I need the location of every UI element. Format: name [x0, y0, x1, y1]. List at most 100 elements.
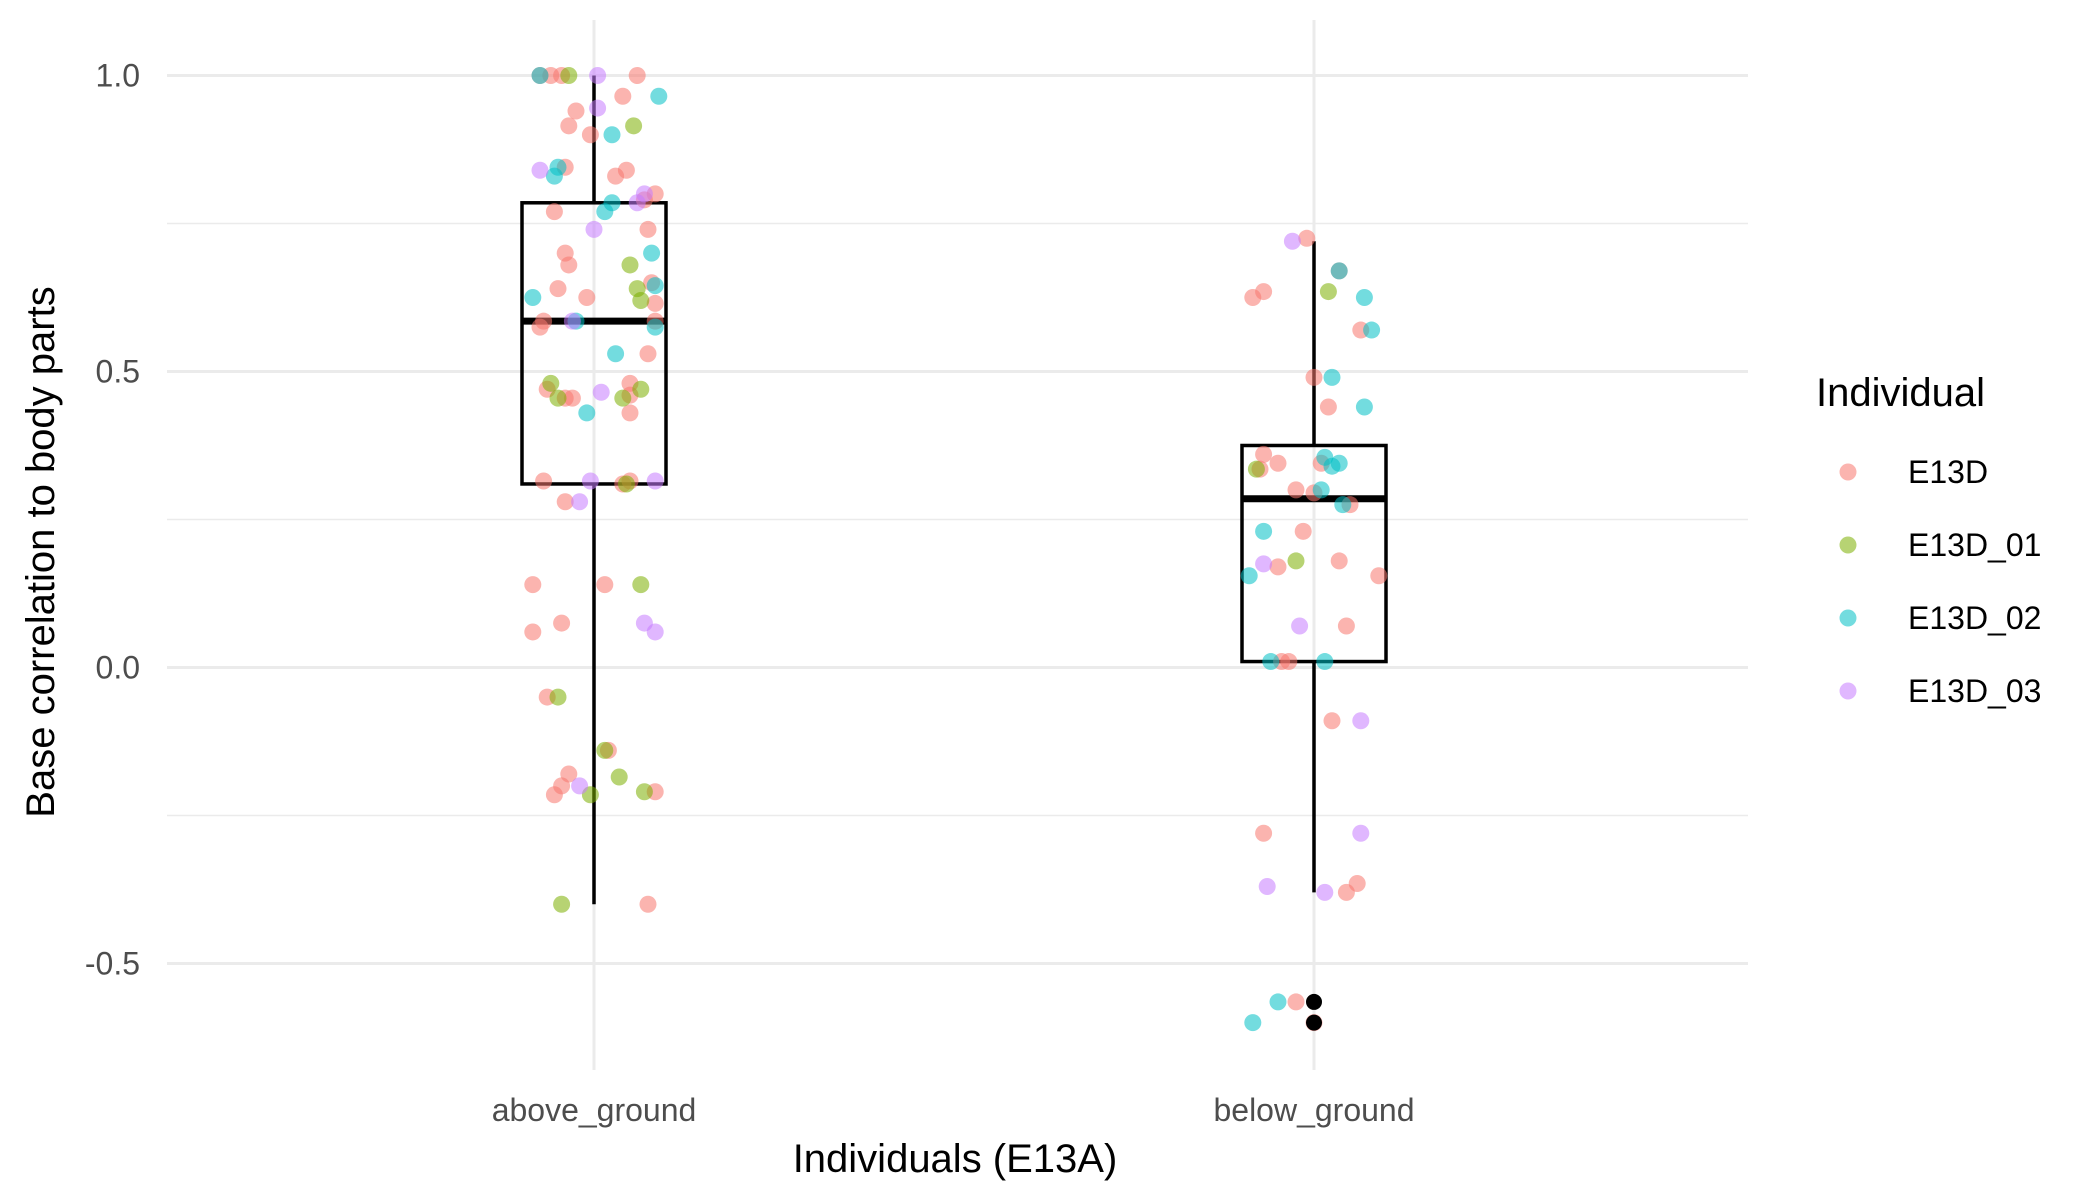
- data-point-e13d: [578, 289, 596, 306]
- data-point-e13d_01: [1287, 552, 1305, 570]
- data-point-e13d_03: [1258, 877, 1276, 895]
- data-point-e13d_02: [545, 167, 563, 185]
- data-point-e13d_01: [553, 895, 571, 913]
- legend-label: E13D_02: [1908, 600, 2041, 636]
- data-point-e13d: [567, 102, 585, 120]
- data-point-e13d_03: [589, 67, 607, 85]
- data-point-e13d: [639, 345, 657, 363]
- data-point-e13d_02: [1240, 567, 1258, 585]
- data-point-e13d: [596, 576, 614, 594]
- data-point-e13d: [535, 472, 553, 490]
- data-point-e13d: [1294, 522, 1312, 540]
- data-point-e13d_03: [646, 623, 664, 641]
- legend-title: Individual: [1816, 371, 1985, 415]
- data-point-e13d_02: [1269, 993, 1287, 1011]
- outlier-layer: [1306, 993, 1322, 1031]
- legend-item-e13d_03: E13D_03: [1839, 673, 2041, 709]
- x-tick-label: below_ground: [1213, 1092, 1414, 1128]
- data-point-e13d_02: [650, 87, 668, 105]
- interquartile-box: [1240, 443, 1388, 664]
- data-point-e13d_02: [1355, 398, 1373, 416]
- data-point-e13d: [1337, 617, 1355, 635]
- data-point-e13d_02: [1323, 368, 1341, 386]
- data-point-e13d: [1298, 229, 1316, 247]
- data-point-e13d_02: [1312, 481, 1330, 499]
- legend-item-e13d_02: E13D_02: [1839, 600, 2041, 636]
- data-point-e13d: [531, 318, 549, 336]
- data-point-e13d: [1244, 289, 1262, 306]
- data-point-e13d: [1287, 481, 1305, 499]
- data-point-e13d: [556, 493, 574, 511]
- outlier-point: [1306, 1014, 1322, 1031]
- data-point-e13d_02: [607, 345, 625, 363]
- legend-label: E13D: [1908, 454, 1988, 490]
- y-tick-label: 0.0: [96, 649, 140, 685]
- data-point-e13d_02: [1355, 289, 1373, 306]
- data-point-e13d: [1330, 552, 1348, 570]
- data-point-e13d_03: [1283, 232, 1301, 250]
- data-point-e13d: [1305, 368, 1323, 386]
- data-point-e13d_02: [603, 126, 621, 144]
- data-point-e13d_03: [628, 194, 646, 212]
- data-point-e13d: [628, 67, 646, 85]
- grid-lines: [167, 20, 1748, 1070]
- data-point-e13d_01: [625, 117, 643, 135]
- data-point-e13d: [646, 294, 664, 312]
- data-point-e13d: [1269, 558, 1287, 576]
- data-point-e13d_01: [549, 688, 567, 706]
- data-point-e13d_03: [1352, 712, 1370, 730]
- data-point-e13d_03: [589, 99, 607, 117]
- data-point-e13d_03: [571, 493, 589, 511]
- data-point-e13d: [549, 280, 567, 298]
- y-tick-label: -0.5: [85, 945, 140, 981]
- x-axis-title: Individuals (E13A): [793, 1137, 1118, 1181]
- legend: Individual E13D E13D_01 E13D_02 E13D_03: [1816, 371, 2041, 709]
- data-point-e13d_03: [592, 383, 610, 401]
- data-point-e13d_03: [531, 161, 549, 179]
- y-tick-label: 1.0: [96, 58, 140, 94]
- data-point-e13d: [553, 614, 571, 632]
- data-point-e13d_02: [646, 318, 664, 336]
- outlier-point: [1306, 993, 1322, 1010]
- data-point-e13d: [639, 895, 657, 913]
- data-point-e13d: [607, 167, 625, 185]
- legend-key: [1839, 682, 1857, 700]
- data-point-e13d: [621, 404, 639, 422]
- data-point-e13d_02: [1363, 321, 1381, 339]
- data-point-e13d: [560, 256, 578, 274]
- data-point-e13d: [1255, 445, 1273, 463]
- data-point-e13d_01: [1319, 283, 1337, 301]
- legend-label: E13D_01: [1908, 527, 2041, 563]
- legend-key: [1839, 536, 1857, 554]
- y-axis-title: Base correlation to body parts: [19, 286, 63, 817]
- data-point-e13d_02: [531, 67, 549, 85]
- data-point-e13d: [614, 87, 632, 105]
- legend-key: [1839, 609, 1857, 627]
- data-point-e13d_02: [646, 277, 664, 295]
- data-point-e13d: [1255, 824, 1273, 842]
- legend-item-e13d_01: E13D_01: [1839, 527, 2041, 563]
- data-point-e13d: [1370, 567, 1388, 585]
- data-point-e13d: [545, 203, 563, 221]
- data-point-e13d: [1280, 653, 1298, 671]
- data-point-e13d: [1269, 454, 1287, 472]
- legend-label: E13D_03: [1908, 673, 2041, 709]
- data-point-e13d_01: [560, 67, 578, 85]
- data-point-e13d_01: [635, 783, 653, 801]
- data-point-e13d_02: [596, 203, 614, 221]
- data-point-e13d_02: [1262, 653, 1280, 671]
- data-point-e13d_02: [524, 289, 542, 306]
- data-point-e13d_03: [581, 472, 599, 490]
- data-point-e13d_02: [1323, 457, 1341, 475]
- data-point-e13d: [545, 786, 563, 804]
- data-point-e13d_02: [578, 404, 596, 422]
- data-point-e13d_01: [542, 374, 560, 392]
- data-point-e13d_01: [632, 291, 650, 309]
- legend-items: E13D E13D_01 E13D_02 E13D_03: [1839, 454, 2041, 709]
- data-point-e13d_03: [563, 312, 581, 330]
- data-point-e13d_03: [1255, 555, 1273, 573]
- data-point-e13d_03: [646, 472, 664, 490]
- data-point-e13d_02: [1330, 262, 1348, 280]
- data-point-e13d: [1319, 398, 1337, 416]
- data-point-e13d_03: [1316, 883, 1334, 901]
